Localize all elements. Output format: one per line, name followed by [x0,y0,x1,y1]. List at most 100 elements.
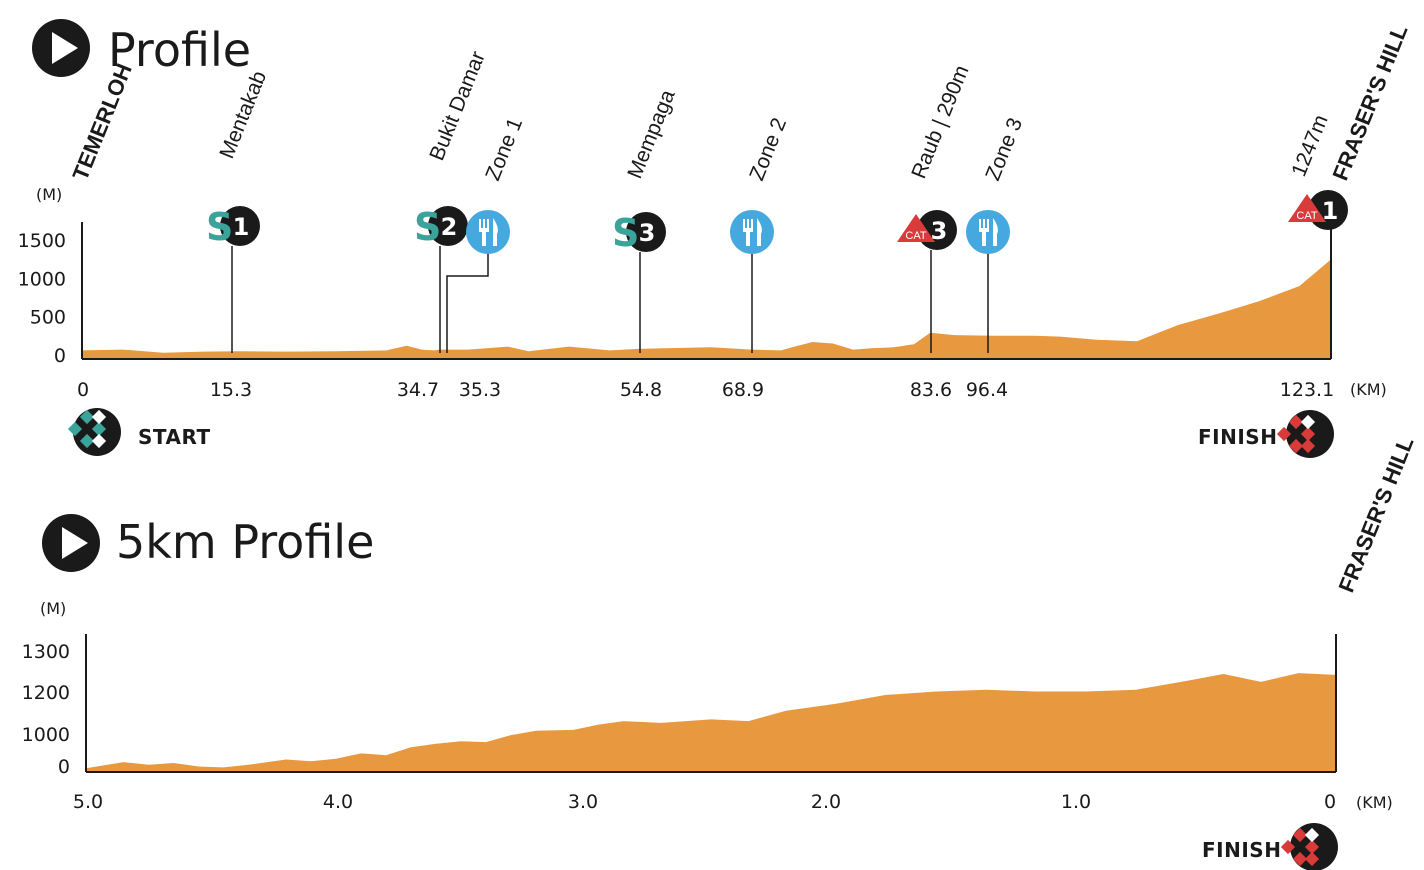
finish-flag-diamond [1304,851,1320,867]
profile5k-y-tick-label: 0 [58,756,70,778]
fork-icon [483,219,485,229]
place-label: Zone 3 [981,115,1027,184]
fork-icon [487,219,489,229]
fork-icon [746,232,750,246]
start-flag-diamonds [67,409,107,449]
profile-y-tick-label: 0 [54,345,66,367]
finish-label: FINISH [1198,425,1277,449]
sprint-number: 1 [233,213,250,241]
start-place-label: TEMERLOH [67,60,136,184]
finish-flag-diamond [1292,827,1308,843]
profile-x-tick-label: 123.1 [1280,379,1334,401]
profile-title: Profile [108,23,251,77]
profile-x-tick-label: 54.8 [620,379,662,401]
kom-category-label: CAT [1296,210,1317,222]
profile5k-x-tick-label: 1.0 [1061,791,1091,813]
finish-flag-diamond [1300,438,1316,454]
fork-icon [479,219,481,229]
sprint-badge-icon [626,212,666,252]
fork-icon [747,219,749,229]
fork-icon [482,232,486,246]
sprint-number: 3 [639,219,656,247]
play-icon-triangle [62,527,88,559]
knife-icon [993,218,998,246]
kom-category-label: CAT [905,230,926,242]
fork-icon [983,219,985,229]
marker-feed [730,210,774,353]
profile5k-y-tick-label: 1000 [22,724,70,746]
profile5k-x-tick-label: 0 [1324,791,1336,813]
finish-marker-5k: FINISH [1202,823,1338,870]
sprint-s-icon: S [414,205,441,249]
profile-y-tick-label: 1500 [18,230,66,252]
profile5k-x-unit: (KM) [1356,793,1393,812]
profile-x-ticks: 0 15.3 34.7 35.3 54.8 68.9 83.6 96.4 123.1 [77,379,1334,401]
marker-cat-1: CAT 1 [1288,190,1348,230]
sprint-badge-icon [220,206,260,246]
profile-x-tick-label: 68.9 [722,379,764,401]
finish-flag-diamond [1304,827,1320,843]
start-label: START [138,425,211,449]
profile-x-tick-label: 83.6 [910,379,952,401]
profile5k-x-tick-label: 4.0 [323,791,353,813]
finish-flag-diamond [1276,426,1292,442]
finish-flag-diamond [1304,839,1320,855]
profile5k-y-tick-label: 1300 [22,641,70,663]
finish-flag-diamond [1300,414,1316,430]
profile-x-tick-label: 15.3 [210,379,252,401]
kom-triangle-icon [1288,194,1326,222]
profile-y-tick-label: 500 [30,307,66,329]
fork-icon [743,219,745,229]
play-icon-triangle [52,32,78,64]
finish-flag-icon [1280,823,1338,870]
finish-flag-diamond [1280,839,1296,855]
fork-icon [987,219,989,229]
profile-x-tick-label: 96.4 [966,379,1008,401]
fork-icon [982,232,986,246]
place-label: Zone 1 [481,115,527,184]
profile5k-x-ticks: 5.0 4.0 3.0 2.0 1.0 0 [73,791,1336,813]
finish-flag-diamond [1288,438,1304,454]
profile5k-finish-place: FRASER'S HILL [1333,433,1418,596]
place-label: Mempaga [623,86,679,181]
marker-leader-line [446,252,489,353]
kom-number: 3 [931,217,948,245]
sprint-s-icon: S [206,205,233,249]
place-label: Bukit Damar [425,48,490,164]
profile-y-tick-label: 1000 [18,268,66,290]
profile5k-y-tick-label: 1200 [22,682,70,704]
profile5k-terrain-area [86,673,1336,772]
finish-flag-diamond [1300,426,1316,442]
profile5k-header: 5km Profile [42,514,374,572]
sprint-badge-icon [428,206,468,246]
profile-x-tick-label: 34.7 [397,379,439,401]
finish-marker: FINISH [1198,410,1334,458]
profile5k-x-tick-label: 5.0 [73,791,103,813]
finish-flag-icon [1276,410,1334,458]
profile5k-x-tick-label: 2.0 [811,791,841,813]
sprint-s-icon: S [612,211,639,255]
profile5k-title: 5km Profile [116,515,374,569]
start-marker: START [67,408,211,456]
knife-icon [757,218,762,246]
fork-icon [979,219,981,229]
profile-terrain-area [82,259,1331,359]
place-label: Mentakab [215,68,271,162]
place-label: 1247m [1287,112,1332,180]
finish-label-5k: FINISH [1202,838,1281,862]
finish-flag-diamond [1288,414,1304,430]
sprint-number: 2 [441,213,458,241]
knife-icon [493,218,498,246]
profile-y-unit: (M) [36,185,62,204]
fork-icon [751,219,753,229]
marker-cat-3: CAT 3 [897,210,957,353]
place-label: Zone 2 [745,115,791,184]
fork-icon [479,228,489,232]
profile-x-tick-label: 0 [77,379,89,401]
